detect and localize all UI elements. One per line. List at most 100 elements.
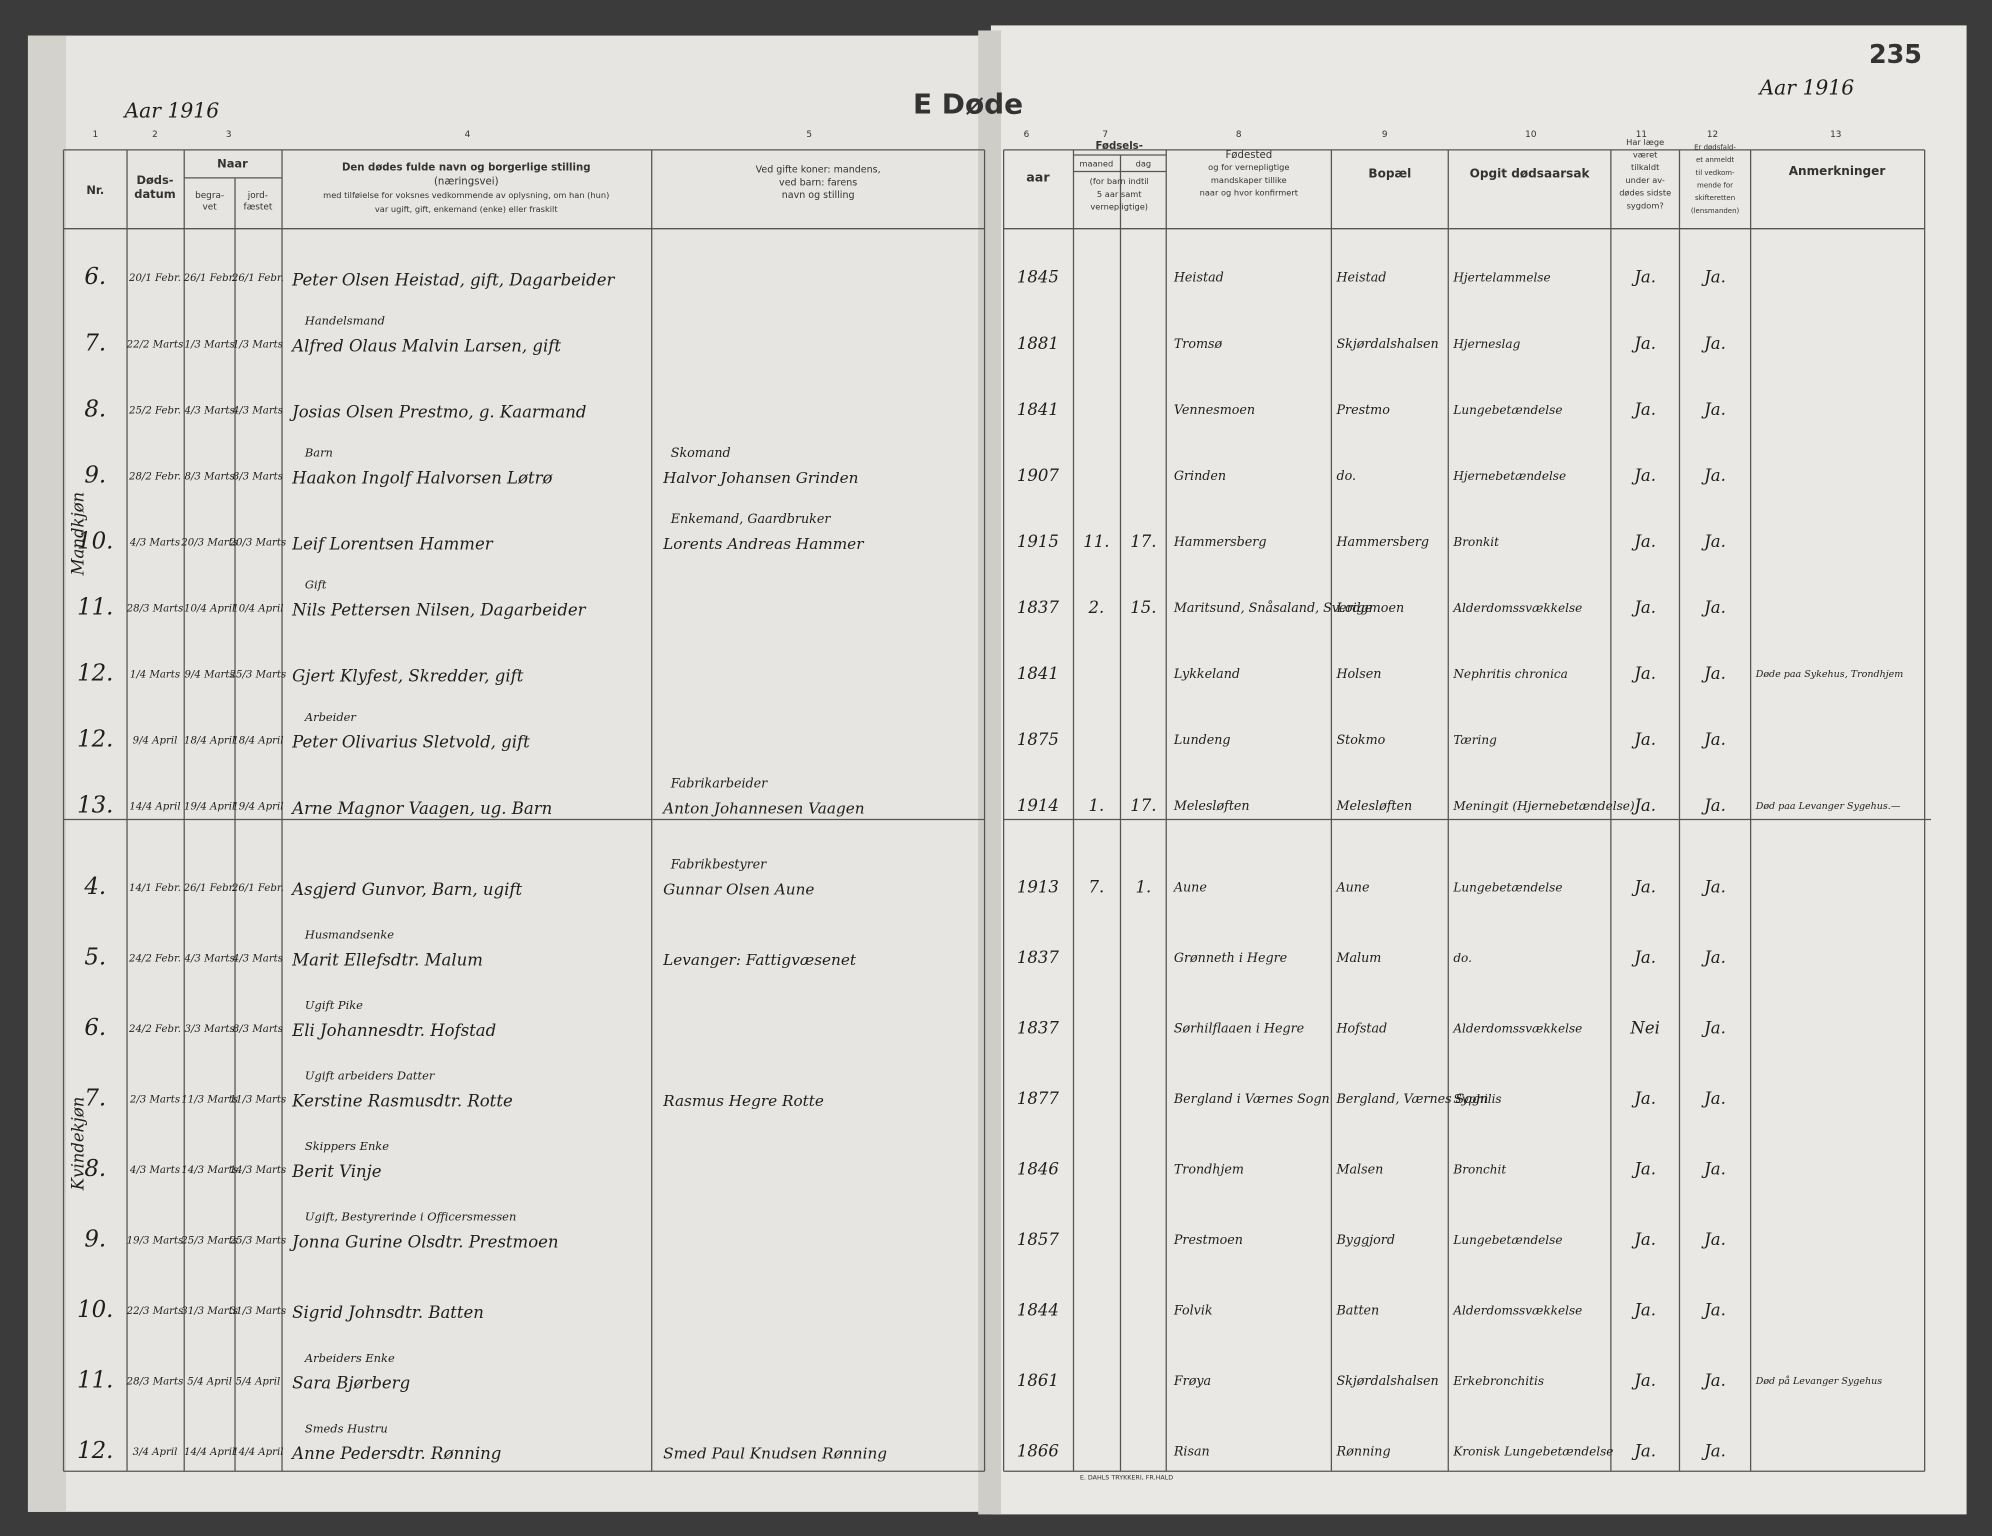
entry-interred: 8/3 Marts [233,1024,283,1035]
entry-parent-note: Enkemand, Gaardbruker [670,511,832,526]
entry-reported: Ja. [1701,532,1726,551]
entry-birthplace: Grønneth i Hegre [1174,950,1287,965]
entry-residence: do. [1336,468,1356,483]
entry-year: 1837 [1017,948,1059,967]
column-number: 6 [1024,130,1030,140]
entry-residence: Malsen [1335,1162,1383,1177]
entry-year: 1875 [1017,730,1059,749]
entry-interred: 26/1 Febr. [231,273,284,284]
entry-residence: Hofstad [1335,1021,1387,1036]
entry-nr: 8. [84,396,106,422]
entry-doctor: Ja. [1631,796,1656,815]
entry-birthplace: Maritsund, Snåsaland, Sverige [1173,600,1372,615]
column-number: 11 [1636,130,1647,140]
column-number: 9 [1382,130,1388,140]
entry-birthplace: Melesløften [1173,798,1250,813]
entry-cause: Kronisk Lungebetændelse [1452,1445,1613,1459]
entry-name: Kerstine Rasmusdtr. Rotte [291,1092,513,1111]
entry-cause: Lungebetændelse [1452,881,1562,895]
entry-cause: Erkebronchitis [1452,1374,1544,1388]
column-number: 8 [1236,130,1242,140]
entry-doctor: Ja. [1631,334,1656,353]
entry-residence: Malum [1335,950,1381,965]
column-header: begra- [195,191,224,201]
entry-birthplace: Sørhilflaaen i Hegre [1174,1021,1304,1036]
page-number: 235 [1869,39,1922,69]
entry-reported: Ja. [1701,1160,1726,1179]
entry-name: Peter Olivarius Sletvold, gift [291,733,530,752]
entry-birthplace: Folvik [1173,1303,1213,1318]
entry-interred: 31/3 Marts [230,1306,287,1317]
column-header: 5 aar samt [1097,189,1142,199]
column-header: (for barn indtil [1090,176,1149,186]
column-header: dag [1136,158,1152,168]
entry-nr: 9. [84,1227,106,1253]
column-header: Nr. [86,183,104,197]
entry-name: Marit Ellefsdtr. Malum [291,951,483,970]
entry-year: 1857 [1017,1230,1059,1249]
entry-year: 1841 [1017,664,1059,683]
entry-month: 7. [1088,878,1104,897]
entry-year: 1845 [1017,268,1059,287]
entry-reported: Ja. [1701,1442,1726,1461]
column-header: skifteretten [1695,194,1735,202]
entry-buried: 31/3 Marts [181,1306,238,1317]
entry-nr: 7. [84,330,106,356]
year-right: Aar 1916 [1758,75,1855,99]
entry-buried: 10/4 April [184,604,235,615]
entry-nr: 5. [84,945,106,971]
entry-parent: Gunnar Olsen Aune [663,881,814,899]
entry-cause: Bronkit [1452,535,1499,549]
entry-doctor: Ja. [1631,1371,1656,1390]
entry-cause: Syphilis [1453,1092,1501,1106]
entry-buried: 8/3 Marts [185,471,235,482]
entry-interred: 19/4 April [232,802,283,813]
entry-birthplace: Frøya [1173,1373,1211,1388]
entry-month: 11. [1083,532,1109,551]
entry-name: Leif Lorentsen Hammer [291,535,494,554]
entry-reported: Ja. [1701,598,1726,617]
entry-doctor: Ja. [1631,1230,1656,1249]
entry-residence: Batten [1335,1303,1379,1318]
entry-reported: Ja. [1701,268,1726,287]
entry-reported: Ja. [1701,1371,1726,1390]
entry-reported: Ja. [1701,878,1726,897]
entry-reported: Ja. [1701,400,1726,419]
column-header: Den dødes fulde navn og borgerlige still… [342,163,591,174]
entry-doctor: Ja. [1631,878,1656,897]
entry-parent: Levanger: Fattigvæsenet [662,951,857,969]
entry-died: 14/4 April [129,802,180,813]
entry-buried: 20/3 Marts [180,537,238,548]
entry-interred: 14/3 Marts [230,1165,287,1176]
left-edge-shade [27,35,67,1512]
entry-year: 1907 [1017,466,1059,485]
entry-name: Gjert Klyfest, Skredder, gift [292,667,524,686]
entry-buried: 1/3 Marts [185,339,235,350]
entry-doctor: Ja. [1631,1160,1656,1179]
column-header: maaned [1080,158,1114,168]
entry-died: 24/2 Febr. [128,1024,181,1035]
entry-cause: Meningit (Hjernebetændelse) [1452,799,1635,813]
entry-died: 4/3 Marts [129,1165,180,1176]
entry-interred: 14/4 April [232,1447,283,1458]
entry-died: 25/2 Febr. [128,405,181,416]
entry-remarks: Død på Levanger Sygehus [1755,1375,1883,1387]
entry-year: 1844 [1017,1301,1059,1320]
column-header: Fødsels- [1096,141,1143,152]
entry-nr: 12. [77,661,113,687]
column-header: Har læge [1626,137,1664,147]
entry-note: Skippers Enke [305,1139,389,1153]
entry-interred: 26/1 Febr. [231,883,284,894]
column-number: 12 [1707,130,1718,140]
entry-buried: 4/3 Marts [184,405,235,416]
entry-note: Barn [304,446,333,460]
entry-died: 9/4 April [133,736,178,747]
entry-year: 1881 [1017,334,1059,353]
entry-cause: Tæring [1453,733,1497,747]
entry-residence: Byggjord [1335,1232,1394,1247]
entry-interred: 5/4 April [236,1377,281,1388]
entry-doctor: Ja. [1631,1301,1656,1320]
entry-nr: 10. [77,1297,113,1323]
entry-name: Alfred Olaus Malvin Larsen, gift [290,336,561,355]
